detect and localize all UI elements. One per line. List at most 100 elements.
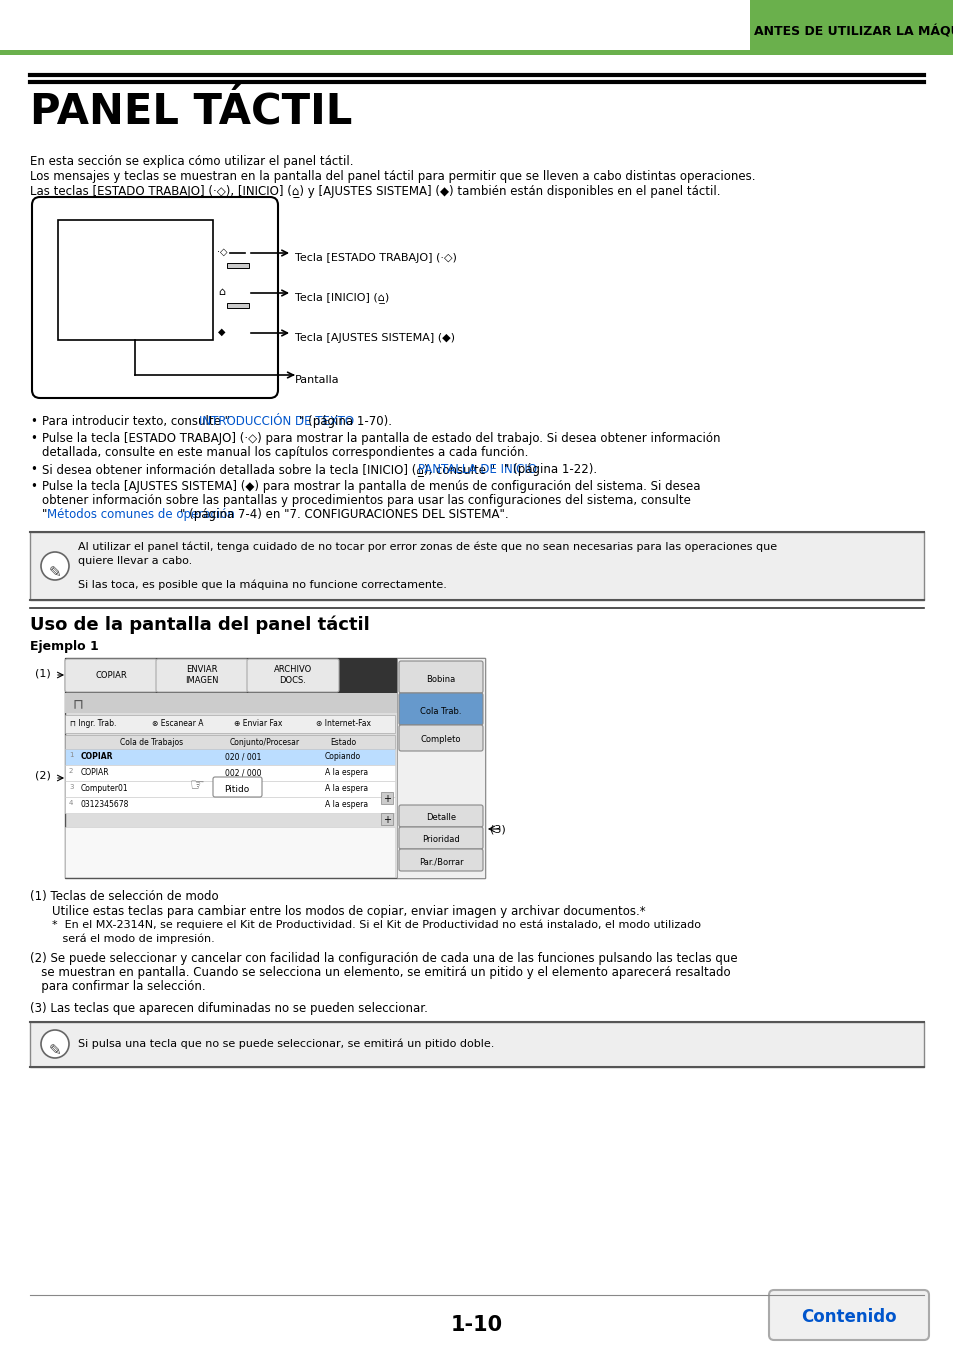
Text: A la espera: A la espera [325, 801, 368, 809]
Text: Los mensajes y teclas se muestran en la pantalla del panel táctil para permitir : Los mensajes y teclas se muestran en la … [30, 170, 755, 184]
Text: " (página 7-4) en "7. CONFIGURACIONES DEL SISTEMA".: " (página 7-4) en "7. CONFIGURACIONES DE… [180, 508, 508, 521]
Text: ⊕ Enviar Fax: ⊕ Enviar Fax [233, 720, 282, 728]
Text: 0312345678: 0312345678 [81, 801, 130, 809]
Text: *  En el MX-2314N, se requiere el Kit de Productividad. Si el Kit de Productivid: * En el MX-2314N, se requiere el Kit de … [52, 919, 700, 930]
FancyBboxPatch shape [398, 725, 482, 751]
Text: " (página 1-22).: " (página 1-22). [503, 463, 597, 477]
FancyBboxPatch shape [768, 1291, 928, 1341]
Text: ENVIAR
IMAGEN: ENVIAR IMAGEN [185, 666, 218, 684]
Circle shape [41, 552, 69, 580]
Text: PANTALLA DE INICIO: PANTALLA DE INICIO [417, 463, 537, 477]
Text: 1-10: 1-10 [451, 1315, 502, 1335]
Text: 2: 2 [69, 768, 73, 774]
Text: •: • [30, 414, 37, 428]
Bar [749, 0, 953, 50]
Bar [30, 532, 923, 599]
Bar [380, 813, 393, 825]
Text: Las teclas [ESTADO TRABAJO] (·◇), [INICIO] (⌂̲) y [AJUSTES SISTEMA] (◆) también : Las teclas [ESTADO TRABAJO] (·◇), [INICI… [30, 185, 720, 198]
Text: Copiando: Copiando [325, 752, 361, 761]
Text: ·◇: ·◇ [216, 247, 227, 256]
Bar [58, 220, 213, 340]
Text: A la espera: A la espera [325, 768, 368, 778]
Text: 1: 1 [69, 752, 73, 757]
Text: Par./Borrar: Par./Borrar [418, 857, 463, 867]
FancyBboxPatch shape [398, 693, 482, 725]
Text: Ejemplo 1: Ejemplo 1 [30, 640, 99, 653]
Text: 002 / 000: 002 / 000 [225, 768, 261, 778]
Text: ☞: ☞ [190, 776, 204, 794]
Bar [30, 1022, 923, 1066]
Text: En esta sección se explica cómo utilizar el panel táctil.: En esta sección se explica cómo utilizar… [30, 155, 354, 167]
Text: quiere llevar a cabo.: quiere llevar a cabo. [78, 556, 193, 566]
Text: •: • [30, 481, 37, 493]
Bar [0, 50, 953, 55]
Text: 4: 4 [69, 801, 73, 806]
Bar [65, 782, 395, 796]
Text: ANTES DE UTILIZAR LA MÁQUINA: ANTES DE UTILIZAR LA MÁQUINA [754, 26, 953, 39]
Text: Tecla [AJUSTES SISTEMA] (◆): Tecla [AJUSTES SISTEMA] (◆) [294, 333, 455, 343]
FancyBboxPatch shape [65, 659, 157, 693]
Bar [65, 657, 484, 693]
Text: Detalle: Detalle [425, 814, 456, 822]
Bar [65, 693, 484, 713]
Text: Conjunto/Procesar: Conjunto/Procesar [230, 738, 300, 747]
FancyBboxPatch shape [398, 662, 482, 693]
Text: (3): (3) [490, 824, 505, 834]
Text: (2) Se puede seleccionar y cancelar con facilidad la configuración de cada una d: (2) Se puede seleccionar y cancelar con … [30, 952, 737, 965]
FancyBboxPatch shape [213, 778, 262, 796]
Text: ARCHIVO
DOCS.: ARCHIVO DOCS. [274, 666, 312, 684]
Text: Pantalla: Pantalla [294, 375, 339, 385]
Text: Para introducir texto, consulte ": Para introducir texto, consulte " [42, 414, 230, 428]
Text: Si pulsa una tecla que no se puede seleccionar, se emitirá un pitido doble.: Si pulsa una tecla que no se puede selec… [78, 1038, 494, 1049]
Text: Completo: Completo [420, 736, 460, 744]
Text: ✎: ✎ [49, 1044, 61, 1058]
Text: Utilice estas teclas para cambiar entre los modos de copiar, enviar imagen y arc: Utilice estas teclas para cambiar entre … [52, 904, 645, 918]
Text: Bobina: Bobina [426, 675, 456, 683]
Text: será el modo de impresión.: será el modo de impresión. [52, 934, 214, 945]
Text: Si las toca, es posible que la máquina no funcione correctamente.: Si las toca, es posible que la máquina n… [78, 580, 446, 590]
FancyBboxPatch shape [156, 659, 248, 693]
Text: COPIAR: COPIAR [81, 768, 110, 778]
Text: " (página 1-70).: " (página 1-70). [298, 414, 392, 428]
FancyBboxPatch shape [398, 828, 482, 849]
Text: (1): (1) [35, 668, 51, 678]
Text: ⌂: ⌂ [218, 288, 225, 297]
Circle shape [41, 1030, 69, 1058]
Text: +: + [382, 794, 391, 805]
Text: Si desea obtener información detallada sobre la tecla [INICIO] (⌂̲), consulte ": Si desea obtener información detallada s… [42, 463, 495, 477]
Bar [396, 657, 484, 878]
Text: Pulse la tecla [ESTADO TRABAJO] (·◇) para mostrar la pantalla de estado del trab: Pulse la tecla [ESTADO TRABAJO] (·◇) par… [42, 432, 720, 446]
Text: ⊓: ⊓ [73, 697, 84, 711]
Text: A la espera: A la espera [325, 784, 368, 792]
Text: Computer01: Computer01 [81, 784, 129, 792]
Text: ⊓ Ingr. Trab.: ⊓ Ingr. Trab. [70, 720, 116, 728]
FancyBboxPatch shape [32, 197, 277, 398]
Text: •: • [30, 463, 37, 477]
Text: (2): (2) [35, 771, 51, 782]
Text: Estado: Estado [330, 738, 355, 747]
Text: Métodos comunes de operación: Métodos comunes de operación [47, 508, 234, 521]
Text: INTRODUCCIÓN DE TEXTO: INTRODUCCIÓN DE TEXTO [199, 414, 354, 428]
Text: Cola Trab.: Cola Trab. [420, 706, 461, 716]
Text: ◆: ◆ [218, 327, 226, 338]
Bar [65, 765, 395, 782]
Bar [65, 657, 484, 878]
Text: Pulse la tecla [AJUSTES SISTEMA] (◆) para mostrar la pantalla de menús de config: Pulse la tecla [AJUSTES SISTEMA] (◆) par… [42, 481, 700, 493]
Text: +: + [382, 815, 391, 825]
FancyBboxPatch shape [398, 805, 482, 828]
Text: para confirmar la selección.: para confirmar la selección. [30, 980, 206, 994]
Text: obtener información sobre las pantallas y procedimientos para usar las configura: obtener información sobre las pantallas … [42, 494, 690, 508]
Text: detallada, consulte en este manual los capítulos correspondientes a cada función: detallada, consulte en este manual los c… [42, 446, 528, 459]
Text: 020 / 001: 020 / 001 [225, 752, 261, 761]
Bar [227, 263, 249, 269]
Text: ✎: ✎ [49, 566, 61, 580]
Text: Al utilizar el panel táctil, tenga cuidado de no tocar por error zonas de éste q: Al utilizar el panel táctil, tenga cuida… [78, 541, 777, 552]
Text: Uso de la pantalla del panel táctil: Uso de la pantalla del panel táctil [30, 616, 370, 634]
Text: COPIAR: COPIAR [81, 752, 113, 761]
Bar [65, 749, 395, 765]
Text: 3: 3 [69, 784, 73, 790]
Bar [65, 734, 395, 749]
Text: COPIAR: COPIAR [95, 671, 127, 679]
Bar [65, 716, 395, 733]
Text: (3) Las teclas que aparecen difuminadas no se pueden seleccionar.: (3) Las teclas que aparecen difuminadas … [30, 1002, 428, 1015]
